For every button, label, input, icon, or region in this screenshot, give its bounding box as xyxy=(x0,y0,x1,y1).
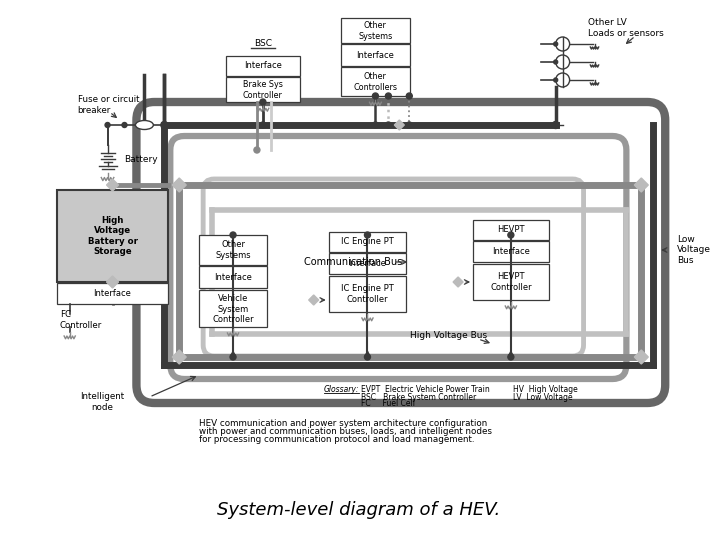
Bar xyxy=(328,253,406,274)
Text: Other LV
Loads or sensors: Other LV Loads or sensors xyxy=(588,18,663,38)
Circle shape xyxy=(230,354,236,360)
Bar xyxy=(328,232,406,252)
Text: HV  High Voltage: HV High Voltage xyxy=(513,386,577,395)
Circle shape xyxy=(556,55,570,69)
Text: Vehicle
System
Controller: Vehicle System Controller xyxy=(212,294,254,324)
Polygon shape xyxy=(107,276,119,288)
Bar xyxy=(226,56,300,76)
Bar xyxy=(199,235,267,265)
Bar xyxy=(199,290,267,327)
Polygon shape xyxy=(453,277,463,287)
Text: Interface: Interface xyxy=(348,260,387,268)
Circle shape xyxy=(406,93,413,99)
Bar xyxy=(57,190,168,282)
Text: HEVPT: HEVPT xyxy=(497,226,525,234)
Circle shape xyxy=(260,122,266,128)
Polygon shape xyxy=(107,179,119,191)
Bar xyxy=(473,220,549,240)
Bar xyxy=(473,264,549,300)
Text: Communication Bus: Communication Bus xyxy=(305,257,402,267)
Text: Battery: Battery xyxy=(125,154,158,164)
Circle shape xyxy=(162,123,167,127)
Circle shape xyxy=(260,99,266,105)
Circle shape xyxy=(372,122,379,128)
Circle shape xyxy=(556,73,570,87)
Text: FC
Controller: FC Controller xyxy=(60,310,102,330)
Circle shape xyxy=(364,232,371,238)
Text: FC     Fuel Cell: FC Fuel Cell xyxy=(361,400,415,408)
Polygon shape xyxy=(634,178,648,192)
Text: High Voltage Bus: High Voltage Bus xyxy=(410,330,487,340)
Circle shape xyxy=(406,122,413,128)
Text: Other
Controllers: Other Controllers xyxy=(354,72,397,92)
Bar xyxy=(473,241,549,262)
Circle shape xyxy=(372,93,379,99)
Bar xyxy=(328,276,406,312)
Text: BSC   Brake System Controller: BSC Brake System Controller xyxy=(361,393,477,402)
Circle shape xyxy=(364,354,371,360)
Text: Interface: Interface xyxy=(492,247,530,256)
Polygon shape xyxy=(172,350,186,364)
Circle shape xyxy=(105,123,110,127)
Circle shape xyxy=(254,147,260,153)
Text: LV  Low Voltage: LV Low Voltage xyxy=(513,393,572,402)
Polygon shape xyxy=(634,350,648,364)
Text: for processing communication protocol and load management.: for processing communication protocol an… xyxy=(199,435,474,444)
Ellipse shape xyxy=(135,120,153,130)
Bar xyxy=(341,44,410,66)
Circle shape xyxy=(554,42,558,46)
Text: with power and communication buses, loads, and intelligent nodes: with power and communication buses, load… xyxy=(199,428,492,436)
Text: BSC: BSC xyxy=(254,38,272,48)
Circle shape xyxy=(508,232,514,238)
Text: Interface: Interface xyxy=(356,51,395,59)
Bar xyxy=(57,283,168,304)
Text: IC Engine PT
Controller: IC Engine PT Controller xyxy=(341,284,394,303)
Text: High
Voltage
Battery or
Storage: High Voltage Battery or Storage xyxy=(88,216,138,256)
Bar xyxy=(341,67,410,96)
Circle shape xyxy=(161,122,168,129)
Circle shape xyxy=(122,123,127,127)
Text: Low
Voltage
Bus: Low Voltage Bus xyxy=(678,235,711,265)
Text: Glossary:: Glossary: xyxy=(324,386,359,395)
Text: IC Engine PT: IC Engine PT xyxy=(341,238,394,246)
Circle shape xyxy=(385,122,392,128)
Circle shape xyxy=(552,122,559,129)
Text: HEVPT
Controller: HEVPT Controller xyxy=(490,272,531,292)
Circle shape xyxy=(554,60,558,64)
Text: Other
Systems: Other Systems xyxy=(215,240,251,260)
Circle shape xyxy=(554,78,558,82)
Text: System-level diagram of a HEV.: System-level diagram of a HEV. xyxy=(217,501,500,519)
Text: EVPT  Electric Vehicle Power Train: EVPT Electric Vehicle Power Train xyxy=(361,386,490,395)
Text: HEV communication and power system architecture configuration: HEV communication and power system archi… xyxy=(199,420,487,429)
Circle shape xyxy=(230,232,236,238)
Bar xyxy=(226,77,300,102)
Text: Brake Sys
Controller: Brake Sys Controller xyxy=(243,80,283,100)
Text: Fuse or circuit
breaker: Fuse or circuit breaker xyxy=(78,95,139,114)
Text: Interface: Interface xyxy=(244,62,282,71)
Circle shape xyxy=(385,93,392,99)
Circle shape xyxy=(508,354,514,360)
Text: Other
Systems: Other Systems xyxy=(359,21,392,40)
Bar xyxy=(341,18,410,43)
Polygon shape xyxy=(309,295,319,305)
Text: Interface: Interface xyxy=(94,289,132,299)
Bar xyxy=(199,266,267,288)
Circle shape xyxy=(556,37,570,51)
Text: Intelligent
node: Intelligent node xyxy=(81,392,125,411)
Text: Interface: Interface xyxy=(214,273,252,281)
Polygon shape xyxy=(395,120,405,130)
Polygon shape xyxy=(172,178,186,192)
